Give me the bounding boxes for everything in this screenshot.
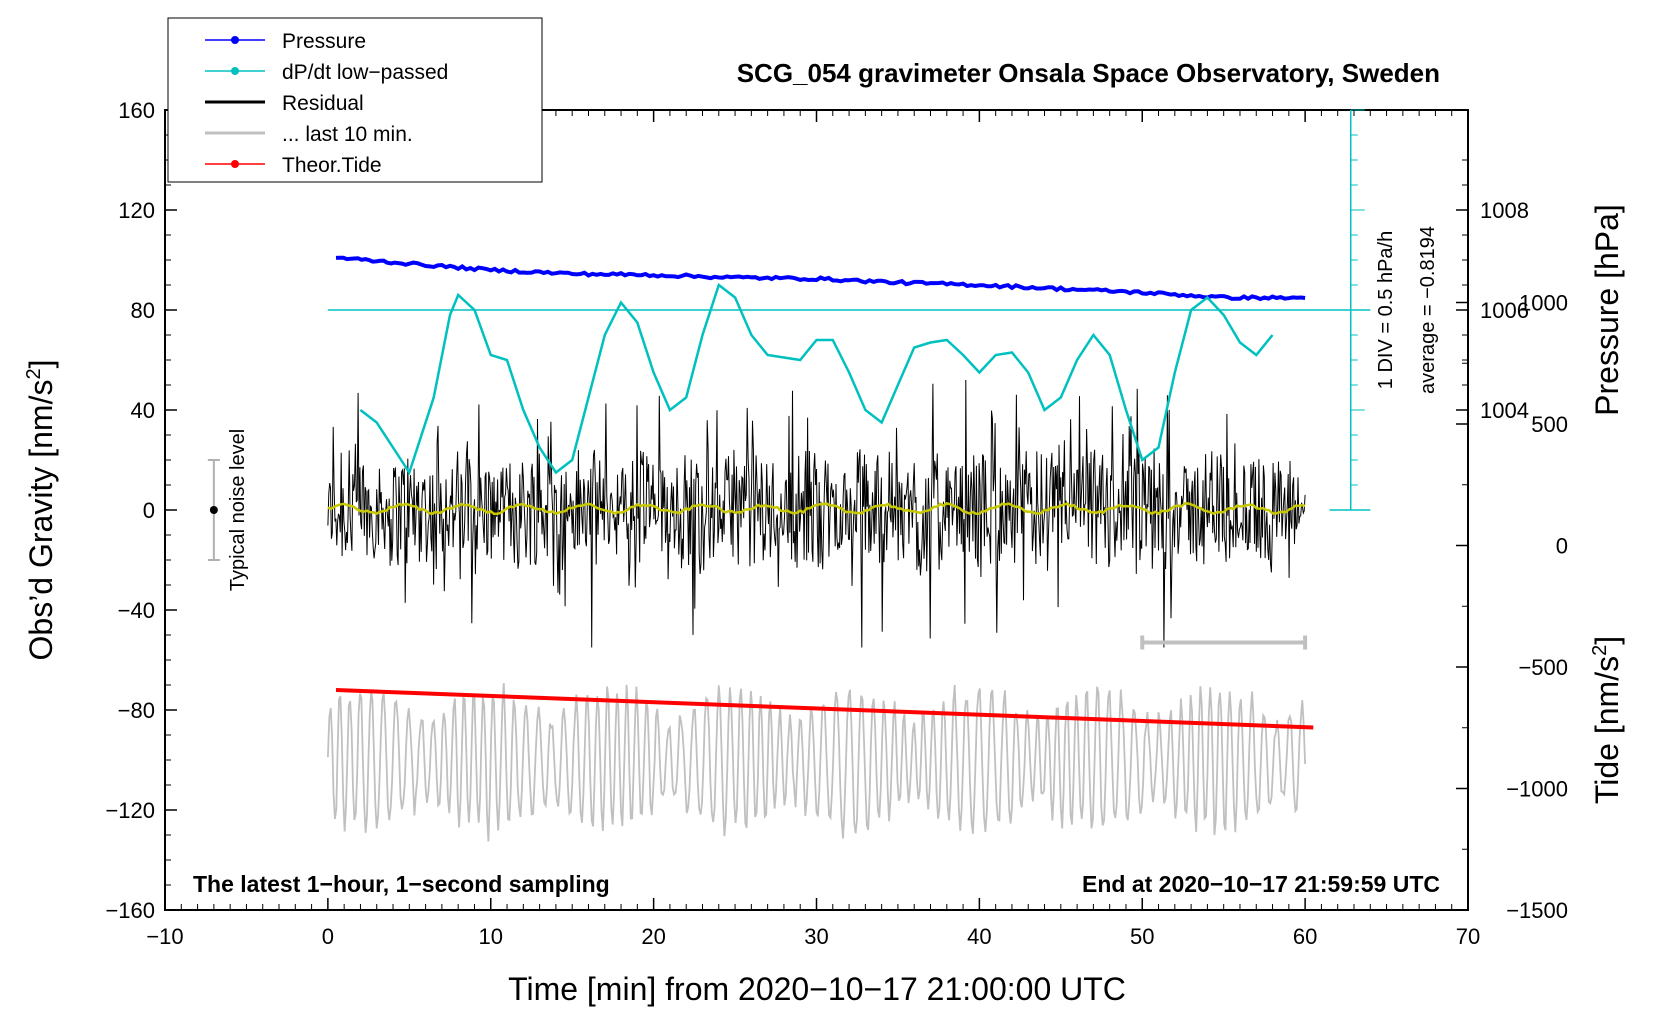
x-tick-label: −10 [146,924,183,949]
x-tick-label: 0 [322,924,334,949]
y-tick-label: −40 [118,598,155,623]
legend-label: dP/dt low−passed [282,61,448,84]
y-tick-label: 160 [118,98,155,123]
y-axis-title: Obs’d Gravity [nm/s2] [23,360,59,661]
legend: Pressure dP/dt low−passed Residual ... last… [167,17,543,183]
legend-label: Pressure [282,30,366,53]
y-tick-label: 120 [118,198,155,223]
tide-tick-label: 0 [1556,534,1568,559]
residual-trace [327,379,1306,648]
noise-level-label: Typical noise level [227,429,249,591]
dpdt-series-line [359,282,1274,476]
y-axis-gravity: 160 120 80 40 0 −40 −80 −120 −160 [105,98,177,923]
x-tick-label: 60 [1293,924,1317,949]
scale-average-label: average = −0.8194 [1417,226,1439,394]
y-tick-label: 40 [131,398,155,423]
tide-tick-label: 500 [1531,412,1568,437]
y-tick-label: −120 [105,798,155,823]
tide-tick-label: −1500 [1506,898,1568,923]
x-axis: −10 0 10 20 30 40 50 60 70 [146,110,1480,949]
last10-series [327,683,1306,842]
x-axis-title: Time [min] from 2020−10−17 21:00:00 UTC [508,971,1126,1007]
pressure-tick-label: 1006 [1480,298,1529,323]
last10-trace [327,683,1306,842]
x-tick-label: 40 [967,924,991,949]
last10-range-bar [1140,635,1308,650]
pressure-axis-title: Pressure [hPa] [1589,204,1625,416]
corner-annotation-right: End at 2020−10−17 21:59:59 UTC [1082,871,1440,897]
legend-label: Theor.Tide [282,154,382,177]
tide-tick-label: 1000 [1519,291,1568,316]
x-tick-label: 50 [1130,924,1154,949]
legend-box [167,17,543,183]
x-tick-label: 30 [804,924,828,949]
y-axis-tide: 1000 500 0 −500 −1000 −1500 [1456,291,1568,923]
y-tick-label: 80 [131,298,155,323]
legend-marker [231,36,239,44]
pressure-tick-label: 1004 [1480,398,1529,423]
tide-axis-title: Tide [nm/s2] [1589,636,1625,804]
corner-annotation-left: The latest 1−hour, 1−second sampling [193,871,610,897]
tide-tick-label: −500 [1518,655,1568,680]
y-axis-pressure: 1008 1006 1004 [1456,159,1529,423]
x-tick-label: 20 [641,924,665,949]
x-tick-label: 10 [479,924,503,949]
pressure-series-line [335,255,1306,302]
y-tick-label: −80 [118,698,155,723]
scale-div-label: 1 DIV = 0.5 hPa/h [1375,231,1397,389]
residual-series [327,379,1306,648]
tide-tick-label: −1000 [1506,777,1568,802]
legend-label: Residual [282,92,364,115]
x-tick-label: 70 [1456,924,1480,949]
y-tick-label: −160 [105,898,155,923]
tide-series-line [335,688,1314,730]
residual-smoothed-line [327,502,1306,516]
legend-marker [231,67,239,75]
y-tick-label: 0 [143,498,155,523]
chart-title: SCG_054 gravimeter Onsala Space Observat… [737,58,1440,88]
pressure-tick-label: 1008 [1480,198,1529,223]
legend-label: ... last 10 min. [282,123,413,146]
typical-noise-bar [207,459,220,561]
legend-marker [231,160,239,168]
noise-bar-dot [209,506,218,514]
